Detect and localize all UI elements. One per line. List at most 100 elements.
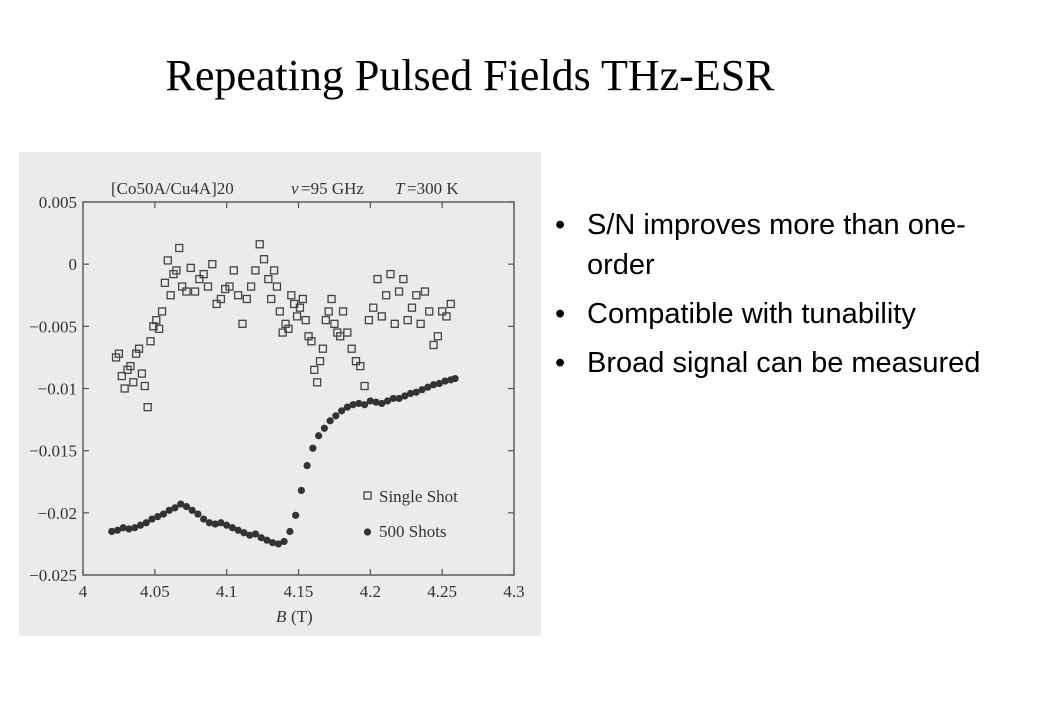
500-shots-point: [119, 524, 127, 532]
500-shots-point: [211, 520, 219, 528]
single-shot-point: [373, 274, 382, 284]
500-shots-point: [188, 506, 196, 514]
single-shot-point: [330, 319, 339, 328]
500-shots-point: [286, 527, 294, 536]
single-shot-point: [152, 315, 161, 325]
500-shots-point: [148, 515, 156, 523]
single-shot-point: [386, 269, 395, 279]
single-shot-point: [318, 344, 328, 353]
single-shot-point: [364, 315, 374, 325]
single-shot-point: [143, 402, 152, 412]
single-shot-point: [203, 282, 213, 291]
single-shot-point: [126, 361, 135, 371]
500-shots-point: [315, 432, 323, 440]
single-shot-point: [292, 312, 302, 321]
bullet-list: • S/N improves more than one-order • Compa…: [551, 205, 1011, 392]
y-tick-label: 0: [69, 255, 78, 274]
500-shots-point: [223, 521, 231, 529]
500-shots-point: [332, 412, 340, 420]
single-shot-point: [301, 315, 310, 325]
x-tick-label: 4: [79, 582, 88, 601]
single-shot-point: [172, 266, 181, 275]
500-shots-point: [349, 401, 357, 409]
single-shot-point: [390, 319, 399, 328]
single-shot-point: [275, 307, 284, 316]
y-tick-label: −0.025: [29, 566, 77, 585]
single-shot-point: [438, 307, 447, 316]
single-shot-point: [356, 361, 365, 371]
500-shots-point: [451, 374, 459, 383]
chart-header-temp-value: =300 K: [407, 179, 459, 198]
500-shots-point: [355, 399, 363, 408]
500-shots-point: [182, 503, 191, 511]
single-shot-point: [433, 332, 443, 341]
single-shot-point: [425, 307, 434, 316]
500-shots-point: [389, 394, 397, 403]
500-shots-point: [142, 519, 150, 527]
500-shots-point: [269, 539, 277, 547]
single-shot-point: [307, 337, 316, 346]
single-shot-point: [129, 378, 138, 387]
500-shots-point: [418, 386, 426, 394]
single-shot-point: [255, 240, 264, 249]
single-shot-point: [407, 303, 417, 312]
500-shots-point: [395, 394, 403, 403]
single-shot-point: [315, 356, 325, 366]
500-shots-point: [113, 526, 122, 534]
500-shots-point: [378, 399, 386, 408]
single-shot-point: [347, 344, 356, 353]
500-shots-point: [292, 511, 300, 519]
single-shot-point: [177, 282, 187, 291]
bullet-text: Broad signal can be measured: [587, 347, 981, 379]
single-shot-point: [287, 291, 296, 300]
500-shots-point: [108, 527, 116, 536]
500-shots-point: [412, 388, 420, 396]
single-shot-point: [160, 278, 170, 287]
single-shot-point: [154, 324, 164, 333]
500-shots-point: [217, 519, 225, 527]
chart-figure: [Co50A/Cu4A]20 v =95 GHz T =300 K 0.005 0…: [19, 152, 541, 636]
single-shot-point: [114, 349, 124, 358]
x-tick-label: 4.3: [503, 582, 524, 601]
500-shots-point: [343, 403, 351, 411]
500-shots-point: [171, 504, 179, 512]
x-tick-label: 4.15: [284, 582, 314, 601]
single-shot-point: [295, 303, 305, 312]
single-shot-point: [259, 255, 269, 264]
500-shots-point: [280, 537, 288, 546]
single-shot-point: [264, 274, 273, 284]
legend-label-500-shots: 500 Shots: [379, 522, 447, 541]
single-shot-point: [199, 269, 208, 279]
y-tick-label: −0.015: [29, 442, 77, 461]
x-tick-label: 4.25: [427, 582, 457, 601]
single-shot-point: [446, 299, 455, 309]
500-shots-point: [177, 500, 185, 508]
single-shot-point: [140, 381, 149, 391]
500-shots-point: [406, 389, 415, 398]
single-shot-point: [137, 369, 147, 378]
chart-header-freq-value: =95 GHz: [301, 179, 364, 198]
legend-label-single-shot: Single Shot: [379, 487, 458, 506]
500-shots-point: [429, 381, 438, 389]
500-shots-point: [234, 526, 242, 534]
500-shots-point: [205, 519, 214, 527]
500-shots-point: [263, 536, 271, 544]
chart-legend: Single Shot 500 Shots: [363, 487, 458, 541]
single-shot-point: [327, 294, 336, 304]
500-shots-point: [401, 392, 409, 400]
bullet-text: S/N improves more than one-order: [587, 209, 966, 281]
single-shot-point: [403, 315, 412, 325]
single-shot-point: [338, 307, 348, 316]
chart-header-sample: [Co50A/Cu4A]20: [111, 179, 234, 198]
y-tick-label: −0.02: [38, 504, 77, 523]
500-shots-point: [441, 377, 449, 385]
single-shot-point: [216, 294, 226, 304]
single-shot-point: [298, 294, 307, 304]
single-shot-point: [343, 328, 352, 337]
500-shots-point: [274, 540, 282, 548]
500-shots-point: [246, 531, 254, 539]
single-shot-point: [221, 284, 230, 294]
slide-title: Repeating Pulsed Fields THz-ESR: [165, 51, 775, 100]
single-shot-point: [310, 365, 319, 375]
bullet-dot: •: [555, 209, 566, 241]
